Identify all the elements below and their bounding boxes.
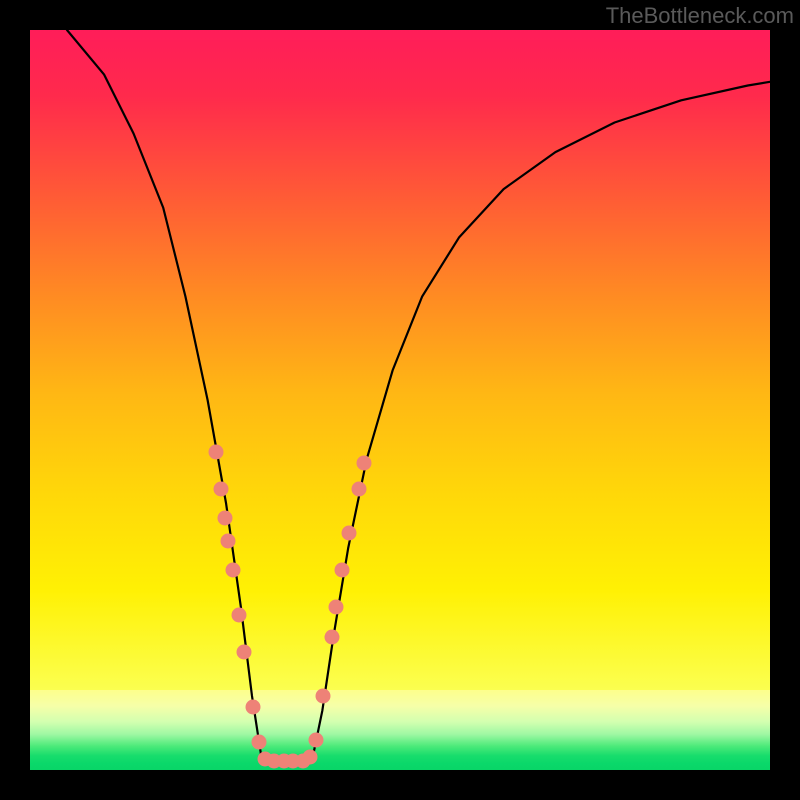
data-marker [324,629,339,644]
watermark: TheBottleneck.com [606,3,794,29]
data-marker [303,749,318,764]
data-marker [334,563,349,578]
plot-area [30,30,770,770]
data-marker [328,600,343,615]
data-marker [218,511,233,526]
data-marker [246,700,261,715]
data-marker [309,733,324,748]
data-marker [208,444,223,459]
data-marker [341,526,356,541]
curve-layer [30,30,770,770]
data-marker [251,734,266,749]
data-marker [316,689,331,704]
data-marker [225,563,240,578]
data-marker [236,644,251,659]
data-marker [221,533,236,548]
data-marker [231,607,246,622]
bottleneck-curve [67,30,770,764]
data-marker [213,481,228,496]
data-marker [357,455,372,470]
data-marker [351,481,366,496]
